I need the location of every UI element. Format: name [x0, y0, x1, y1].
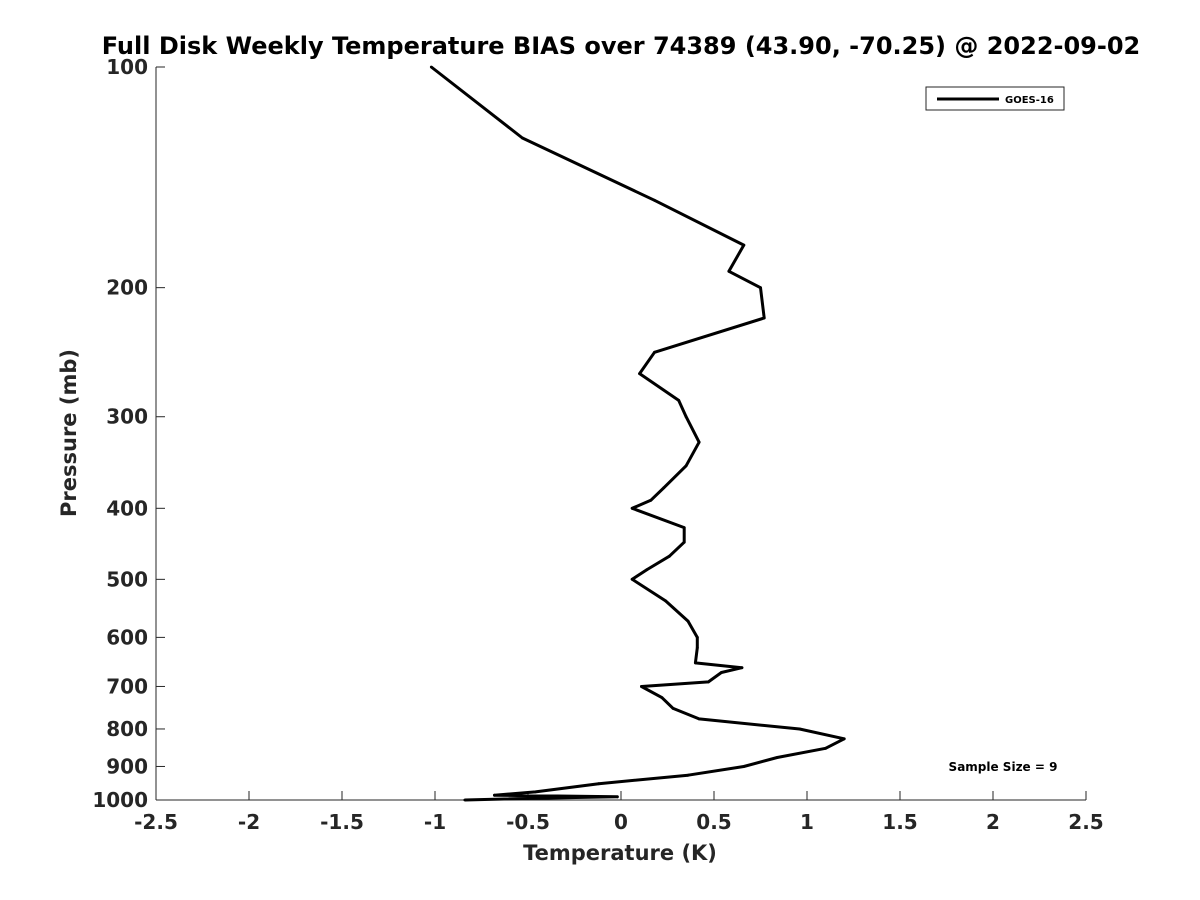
data-point	[740, 666, 744, 670]
data-point	[759, 286, 762, 290]
x-tick-label: 2	[986, 810, 1000, 834]
data-point	[824, 746, 827, 750]
sample-size-annotation: Sample Size = 9	[949, 760, 1058, 774]
data-point	[707, 680, 710, 684]
data-point	[742, 243, 746, 247]
data-point	[694, 661, 697, 665]
y-tick-label: 900	[106, 754, 148, 778]
data-point	[720, 671, 723, 674]
data-point	[645, 568, 649, 571]
data-point	[677, 399, 681, 402]
y-tick-label: 500	[106, 567, 148, 591]
data-point	[526, 797, 530, 800]
data-point	[686, 619, 690, 623]
data-point	[597, 782, 601, 786]
data-point	[640, 685, 643, 688]
x-tick-label: -2.5	[134, 810, 178, 834]
data-point	[762, 316, 766, 320]
y-tick-label: 700	[106, 674, 148, 698]
data-point	[686, 773, 690, 777]
data-point	[662, 486, 666, 490]
data-point	[682, 540, 686, 544]
data-point	[664, 599, 667, 603]
x-tick-label: 1	[800, 810, 814, 834]
y-tick-label: 400	[106, 496, 148, 520]
data-point	[697, 440, 701, 444]
chart-title: Full Disk Weekly Temperature BIAS over 7…	[102, 32, 1141, 60]
data-point	[727, 269, 731, 273]
x-tick-label: -0.5	[506, 810, 550, 834]
data-point	[649, 498, 653, 502]
data-point	[775, 756, 779, 759]
plot-area: 100 200 300 400 500 600 700 800 900 1000 -2.5 -2 -1…	[92, 55, 1103, 834]
data-point	[638, 372, 641, 375]
y-tick-label: 200	[106, 276, 148, 300]
y-tick-label: 100	[106, 55, 148, 79]
x-tick-label: 0.5	[696, 810, 731, 834]
data-point	[463, 798, 467, 802]
data-point	[695, 636, 699, 639]
data-point	[493, 793, 496, 797]
x-axis-ticks: -2.5 -2 -1.5 -1 -0.5 0 0.5 1 1.5 2 2.5	[134, 791, 1104, 834]
x-tick-label: 1.5	[882, 810, 917, 834]
data-point	[695, 646, 699, 650]
series-line-goes-16	[430, 65, 846, 802]
data-point	[742, 765, 746, 768]
data-point	[682, 526, 686, 529]
data-point	[630, 506, 634, 510]
y-tick-label: 300	[106, 405, 148, 429]
legend-label-goes16: GOES-16	[1005, 95, 1054, 106]
data-point	[653, 198, 656, 202]
data-point	[630, 577, 634, 581]
x-tick-label: -2	[238, 810, 260, 834]
x-tick-label: -1	[424, 810, 446, 834]
y-axis-ticks: 100 200 300 400 500 600 700 800 900 1000	[92, 55, 165, 812]
x-tick-label: 2.5	[1068, 810, 1103, 834]
data-point	[671, 707, 675, 710]
data-point	[534, 790, 537, 794]
data-point	[660, 696, 664, 699]
data-point	[429, 65, 433, 69]
data-point	[521, 136, 524, 140]
series-layer	[429, 65, 846, 802]
x-tick-label: 0	[614, 810, 628, 834]
y-tick-label: 800	[106, 717, 148, 741]
data-point	[697, 717, 701, 721]
data-point	[668, 554, 671, 558]
y-tick-label: 600	[106, 625, 148, 649]
data-point	[684, 415, 688, 419]
data-point	[798, 727, 801, 731]
data-point	[842, 737, 846, 741]
data-point	[615, 795, 619, 799]
data-point	[653, 350, 656, 354]
y-axis-label: Pressure (mb)	[57, 349, 81, 517]
x-tick-label: -1.5	[320, 810, 364, 834]
x-axis-label: Temperature (K)	[523, 841, 717, 865]
data-point	[684, 464, 688, 468]
legend: GOES-16	[925, 86, 1065, 111]
y-tick-label: 1000	[92, 788, 148, 812]
